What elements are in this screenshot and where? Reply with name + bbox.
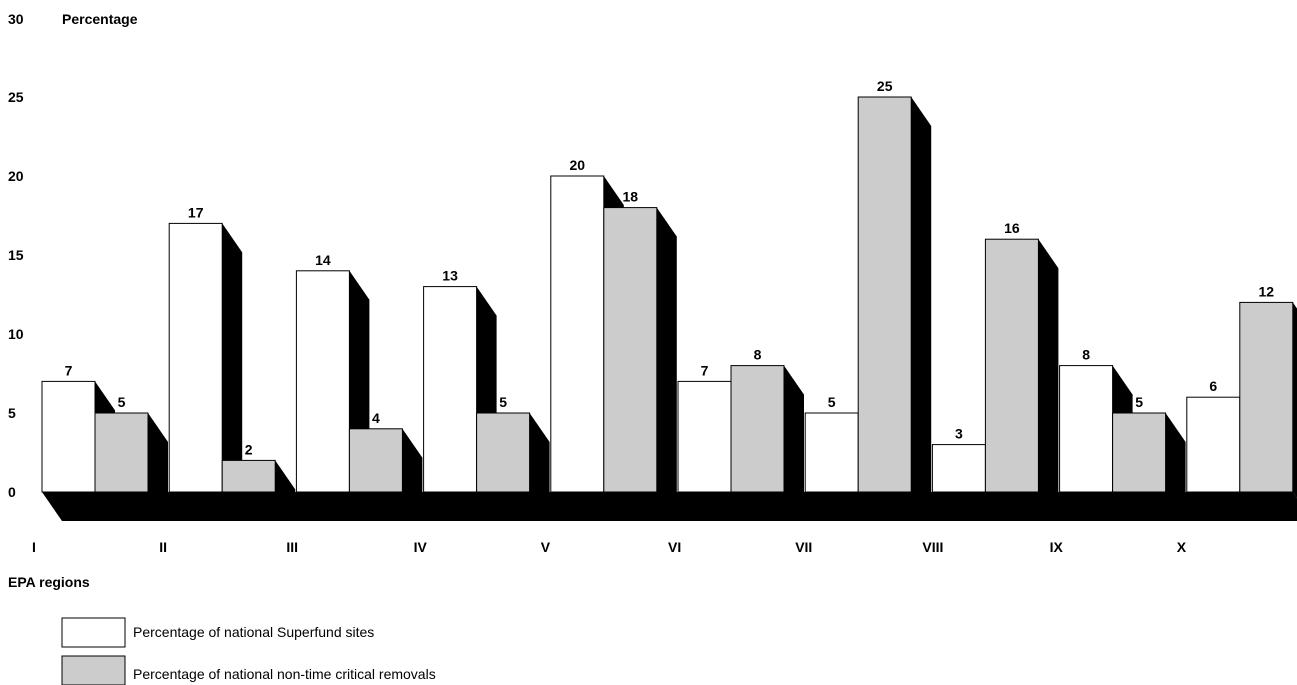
bar-superfund-sites bbox=[1059, 365, 1114, 493]
y-axis-ticks: 0 5 10 15 20 25 30 bbox=[8, 11, 24, 500]
x-axis-ticks: I II III IV V VI VII VIII IX X bbox=[32, 539, 1187, 555]
legend-swatch-superfund-sites bbox=[61, 617, 126, 648]
y-tick-label: 15 bbox=[8, 247, 24, 263]
bars: 7 5 17 2 14 4 13 5 20 18 7 8 5 25 3 16 8 5 6 12 bbox=[41, 78, 1297, 521]
bar-side bbox=[275, 460, 296, 521]
y-tick-label: 25 bbox=[8, 89, 24, 105]
data-label-non-time-critical-removals: 5 bbox=[499, 394, 507, 410]
bar-side bbox=[529, 413, 550, 521]
x-tick-label: IV bbox=[414, 539, 428, 555]
data-label-superfund-sites: 20 bbox=[570, 157, 586, 173]
bar-side bbox=[1165, 413, 1186, 521]
bar-side bbox=[911, 97, 932, 521]
y-tick-label: 10 bbox=[8, 326, 24, 342]
data-label-non-time-critical-removals: 5 bbox=[118, 394, 126, 410]
bar-superfund-sites bbox=[677, 380, 732, 493]
data-label-non-time-critical-removals: 8 bbox=[754, 347, 762, 363]
bar-superfund-sites bbox=[1186, 396, 1241, 493]
y-tick-label: 30 bbox=[8, 11, 24, 27]
data-label-non-time-critical-removals: 4 bbox=[372, 410, 380, 426]
data-label-superfund-sites: 14 bbox=[315, 252, 331, 268]
x-tick-label: IX bbox=[1050, 539, 1064, 555]
bar-non-time-critical-removals bbox=[476, 412, 531, 493]
y-tick-label: 5 bbox=[8, 405, 16, 421]
bar-side bbox=[402, 428, 423, 521]
x-tick-label: X bbox=[1177, 539, 1187, 555]
bar-superfund-sites bbox=[804, 412, 859, 493]
bar-non-time-critical-removals bbox=[94, 412, 149, 493]
data-label-superfund-sites: 5 bbox=[828, 394, 836, 410]
bar-non-time-critical-removals bbox=[857, 96, 912, 493]
x-tick-label: I bbox=[32, 539, 36, 555]
x-tick-label: V bbox=[541, 539, 551, 555]
bar-side bbox=[148, 413, 168, 521]
bar-side bbox=[222, 223, 243, 521]
data-label-non-time-critical-removals: 12 bbox=[1259, 283, 1275, 299]
x-axis-title: EPA regions bbox=[8, 574, 90, 590]
data-label-non-time-critical-removals: 2 bbox=[245, 441, 253, 457]
data-label-superfund-sites: 13 bbox=[442, 268, 458, 284]
x-tick-label: VI bbox=[668, 539, 681, 555]
data-label-superfund-sites: 8 bbox=[1082, 347, 1090, 363]
data-label-superfund-sites: 3 bbox=[955, 426, 963, 442]
bar-side bbox=[656, 207, 677, 521]
bar-side bbox=[1292, 302, 1297, 499]
bar-non-time-critical-removals bbox=[348, 428, 403, 493]
bar-superfund-sites bbox=[423, 286, 478, 493]
bar-superfund-sites bbox=[41, 380, 96, 493]
data-label-superfund-sites: 7 bbox=[65, 362, 73, 378]
y-axis-title: Percentage bbox=[62, 11, 138, 27]
bar-superfund-sites bbox=[931, 444, 986, 493]
bar-non-time-critical-removals bbox=[984, 238, 1039, 493]
bar-non-time-critical-removals bbox=[730, 365, 785, 493]
x-tick-label: III bbox=[286, 539, 298, 555]
data-label-superfund-sites: 7 bbox=[701, 362, 709, 378]
bar-non-time-critical-removals bbox=[603, 207, 658, 493]
bar-side bbox=[784, 365, 804, 521]
bar-non-time-critical-removals bbox=[221, 459, 276, 493]
data-label-superfund-sites: 6 bbox=[1209, 378, 1217, 394]
data-label-non-time-critical-removals: 18 bbox=[623, 189, 639, 205]
y-tick-label: 0 bbox=[8, 484, 16, 500]
x-tick-label: II bbox=[159, 539, 167, 555]
legend-label-superfund-sites: Percentage of national Superfund sites bbox=[133, 624, 374, 640]
bar-superfund-sites bbox=[550, 175, 605, 493]
data-label-non-time-critical-removals: 5 bbox=[1135, 394, 1143, 410]
x-tick-label: VII bbox=[795, 539, 812, 555]
x-tick-label: VIII bbox=[922, 539, 943, 555]
data-label-non-time-critical-removals: 25 bbox=[877, 78, 893, 94]
legend-label-non-time-critical-removals: Percentage of national non-time critical… bbox=[133, 666, 436, 682]
data-label-superfund-sites: 17 bbox=[188, 204, 204, 220]
bar-side bbox=[1038, 239, 1059, 521]
bar-non-time-critical-removals bbox=[1112, 412, 1167, 493]
bar-superfund-sites bbox=[295, 270, 350, 493]
y-tick-label: 20 bbox=[8, 168, 24, 184]
bar-superfund-sites bbox=[168, 222, 223, 493]
legend-swatch-non-time-critical-removals bbox=[61, 655, 126, 685]
data-label-non-time-critical-removals: 16 bbox=[1004, 220, 1020, 236]
bar-non-time-critical-removals bbox=[1239, 301, 1294, 493]
legend: Percentage of national Superfund sites P… bbox=[61, 617, 436, 685]
